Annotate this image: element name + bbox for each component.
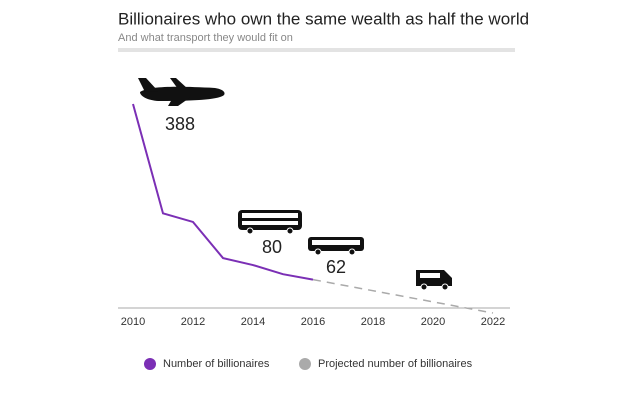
x-tick-label: 2014 xyxy=(241,316,265,328)
annotation: 62 xyxy=(326,257,346,277)
annotation: 80 xyxy=(262,237,282,257)
legend-marker xyxy=(144,358,156,370)
x-tick-label: 2012 xyxy=(181,316,205,328)
x-tick-label: 2018 xyxy=(361,316,385,328)
x-tick-label: 2022 xyxy=(481,316,505,328)
chart-title: Billionaires who own the same wealth as … xyxy=(118,9,529,28)
annotation: 388 xyxy=(165,114,195,134)
legend-label: Projected number of billionaires xyxy=(318,358,473,370)
x-tick-label: 2016 xyxy=(301,316,325,328)
legend-marker xyxy=(299,358,311,370)
header-rule xyxy=(118,48,515,52)
x-tick-label: 2010 xyxy=(121,316,145,328)
plane-icon xyxy=(138,78,225,106)
double-decker-icon xyxy=(238,210,302,235)
van-icon xyxy=(416,270,452,291)
bus-icon xyxy=(308,237,364,256)
series-line xyxy=(312,278,494,314)
legend-label: Number of billionaires xyxy=(163,358,270,370)
series-line xyxy=(132,103,314,281)
x-tick-label: 2020 xyxy=(421,316,445,328)
chart-subtitle: And what transport they would fit on xyxy=(118,32,293,44)
